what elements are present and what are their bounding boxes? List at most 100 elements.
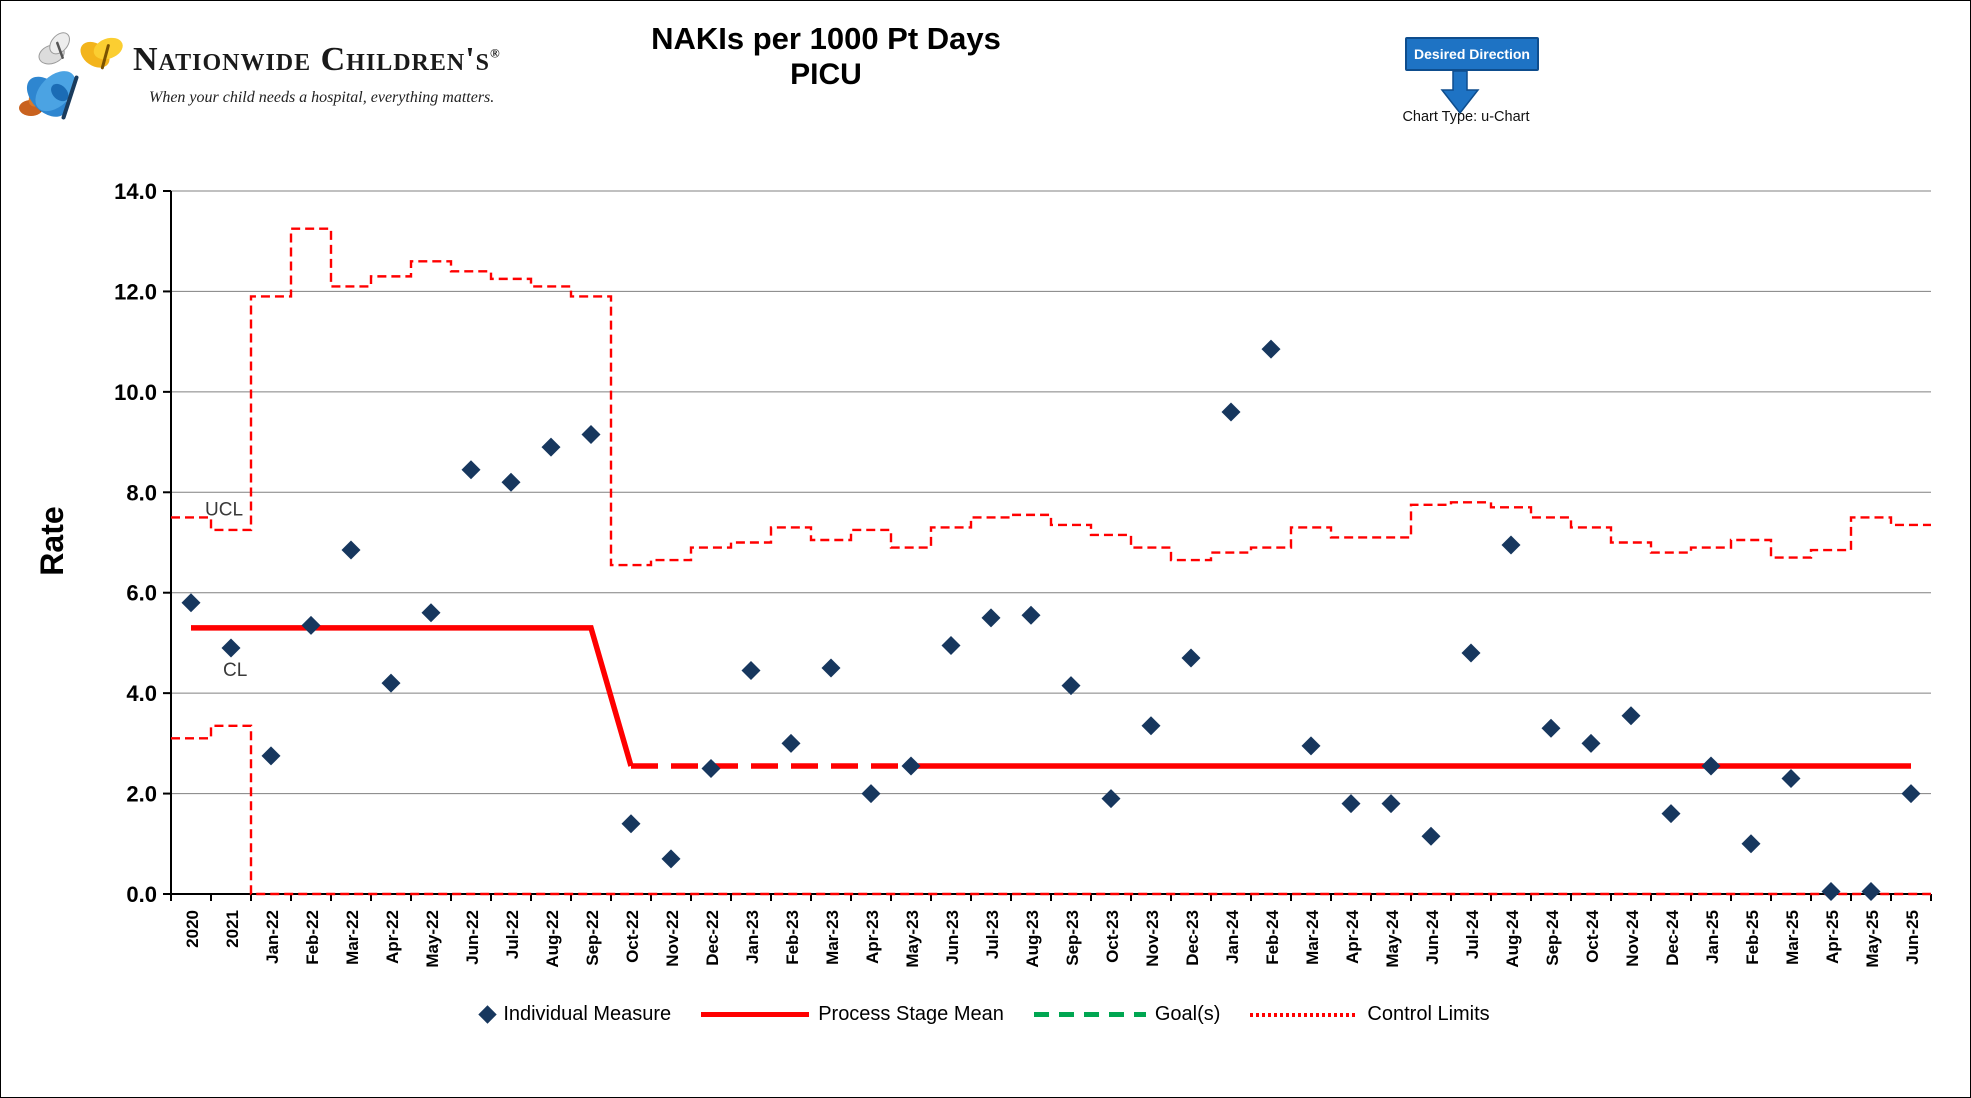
svg-text:2021: 2021 — [223, 910, 242, 948]
x-axis-labels: 2020 2021 Jan-22 Feb-22 Mar-22 Apr-22 May-22 Ju… — [183, 909, 1922, 967]
data-point-Mar-24 — [1301, 736, 1321, 756]
svg-text:Dec-24: Dec-24 — [1663, 909, 1682, 965]
legend-label: Individual Measure — [503, 1003, 672, 1025]
svg-text:12.0: 12.0 — [114, 279, 157, 304]
svg-text:Mar-22: Mar-22 — [343, 910, 362, 965]
svg-text:CL: CL — [223, 660, 247, 681]
svg-text:Feb-22: Feb-22 — [303, 910, 322, 965]
logo-tagline: When your child needs a hospital, everyt… — [149, 89, 495, 106]
svg-text:Jun-23: Jun-23 — [943, 910, 962, 965]
data-point-Sep-22 — [581, 425, 601, 445]
svg-text:Dec-23: Dec-23 — [1183, 910, 1202, 966]
svg-text:Apr-24: Apr-24 — [1343, 909, 1362, 963]
data-point-Nov-24 — [1621, 706, 1641, 726]
svg-text:UCL: UCL — [205, 499, 243, 520]
svg-text:0.0: 0.0 — [126, 882, 157, 907]
data-point-Jul-24 — [1461, 643, 1481, 663]
svg-text:Mar-25: Mar-25 — [1783, 910, 1802, 965]
data-point-Feb-24 — [1261, 339, 1281, 359]
data-point-Apr-23 — [861, 784, 881, 804]
data-point-Feb-23 — [781, 733, 801, 753]
data-point-Sep-23 — [1061, 676, 1081, 696]
chart-legend: Individual Measure Process Stage Mean Go… — [1, 1003, 1970, 1026]
svg-text:Jan-24: Jan-24 — [1223, 909, 1242, 963]
svg-text:Aug-23: Aug-23 — [1023, 910, 1042, 968]
svg-text:Oct-23: Oct-23 — [1103, 910, 1122, 963]
data-point-Jun-23 — [941, 635, 961, 655]
data-point-Mar-25 — [1781, 769, 1801, 789]
data-point-Dec-24 — [1661, 804, 1681, 824]
svg-text:Sep-22: Sep-22 — [583, 910, 602, 966]
ucl-line — [171, 227, 1931, 567]
svg-text:Jul-22: Jul-22 — [503, 910, 522, 959]
svg-text:Sep-23: Sep-23 — [1063, 910, 1082, 966]
data-point-Nov-22 — [661, 849, 681, 869]
data-point-Jun-22 — [461, 460, 481, 480]
svg-text:Rate: Rate — [34, 506, 70, 575]
svg-text:Apr-25: Apr-25 — [1823, 910, 1842, 964]
data-point-Jul-22 — [501, 472, 521, 492]
butterflies-logo-icon — [19, 32, 123, 120]
svg-text:May-22: May-22 — [423, 910, 442, 968]
data-point-Feb-22 — [301, 615, 321, 635]
data-point-Apr-25 — [1821, 881, 1841, 901]
svg-text:May-24: May-24 — [1383, 909, 1402, 967]
data-point-May-23 — [901, 756, 921, 776]
svg-text:Jul-23: Jul-23 — [983, 910, 1002, 959]
data-point-Jul-23 — [981, 608, 1001, 628]
registered-mark: ® — [490, 45, 501, 61]
svg-text:Jun-24: Jun-24 — [1423, 909, 1442, 964]
red-dotted-line-icon — [1250, 1012, 1359, 1017]
data-point-Jan-22 — [261, 746, 281, 766]
legend-item-process-stage-mean: Process Stage Mean — [701, 1003, 1004, 1026]
data-point-Nov-23 — [1141, 716, 1161, 736]
down-arrow-icon — [1440, 71, 1480, 115]
svg-text:4.0: 4.0 — [126, 681, 157, 706]
data-point-Sep-24 — [1541, 718, 1561, 738]
svg-text:Nov-23: Nov-23 — [1143, 910, 1162, 967]
svg-text:Jul-24: Jul-24 — [1463, 909, 1482, 959]
data-point-Aug-23 — [1021, 605, 1041, 625]
hospital-logo: Nationwide Children's® When your child n… — [9, 5, 669, 133]
lcl-line — [171, 724, 1931, 896]
svg-text:Jan-22: Jan-22 — [263, 910, 282, 964]
individual-measure-points — [181, 339, 1921, 901]
data-point-Apr-22 — [381, 673, 401, 693]
svg-text:2.0: 2.0 — [126, 782, 157, 807]
logo-name: Nationwide Children's® — [133, 41, 501, 78]
gridlines — [171, 190, 1931, 795]
y-axis-title: Rate — [34, 506, 70, 575]
svg-text:6.0: 6.0 — [126, 581, 157, 606]
svg-text:Oct-22: Oct-22 — [623, 910, 642, 963]
svg-text:Dec-22: Dec-22 — [703, 910, 722, 966]
svg-text:Nov-24: Nov-24 — [1623, 909, 1642, 966]
svg-text:Oct-24: Oct-24 — [1583, 909, 1602, 962]
data-point-Dec-22 — [701, 758, 721, 778]
data-point-Oct-24 — [1581, 733, 1601, 753]
svg-text:14.0: 14.0 — [114, 179, 157, 204]
solid-red-line-icon — [701, 1012, 810, 1017]
svg-text:May-23: May-23 — [903, 910, 922, 968]
data-point-Jun-24 — [1421, 826, 1441, 846]
svg-text:Feb-23: Feb-23 — [783, 910, 802, 965]
data-point-Aug-22 — [541, 437, 561, 457]
data-point-Oct-22 — [621, 814, 641, 834]
annotations: UCL CL — [205, 499, 247, 680]
legend-item-control-limits: Control Limits — [1250, 1003, 1490, 1026]
data-point-Mar-22 — [341, 540, 361, 560]
data-point-Apr-24 — [1341, 794, 1361, 814]
svg-text:Mar-24: Mar-24 — [1303, 909, 1322, 964]
data-point-Jan-24 — [1221, 402, 1241, 422]
data-point-Jun-25 — [1901, 784, 1921, 804]
svg-text:Aug-24: Aug-24 — [1503, 909, 1522, 967]
svg-text:Jan-25: Jan-25 — [1703, 910, 1722, 964]
svg-text:Jan-23: Jan-23 — [743, 910, 762, 964]
data-point-Oct-23 — [1101, 789, 1121, 809]
legend-label: Process Stage Mean — [818, 1003, 1004, 1025]
data-point-Jan-23 — [741, 661, 761, 681]
chart-title-line1: NAKIs per 1000 Pt Days — [651, 21, 1001, 56]
process-stage-mean-line — [191, 625, 1911, 769]
data-point-Aug-24 — [1501, 535, 1521, 555]
chart-type-label: Chart Type: u-Chart — [1402, 109, 1530, 125]
